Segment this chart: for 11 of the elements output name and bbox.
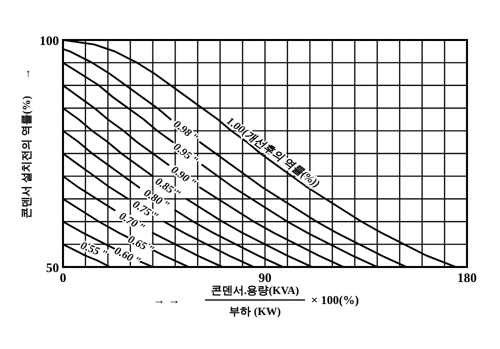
text: → → — [153, 293, 180, 307]
x-tick-label: 90 — [258, 270, 272, 285]
y-tick-label: 100 — [40, 33, 59, 48]
text: 0.98 ″ — [171, 118, 201, 145]
text: 부하 (KW) — [229, 306, 282, 318]
text: × 100(%) — [311, 293, 359, 307]
x-tick-label: 0 — [60, 270, 66, 285]
y-tick-label: 50 — [46, 260, 59, 275]
x-tick-label: 180 — [457, 270, 477, 285]
y-axis-title: 콘덴서 설치전의 역률(%) → — [21, 68, 33, 219]
text: 콘덴서.용량(KVA) — [210, 285, 300, 297]
